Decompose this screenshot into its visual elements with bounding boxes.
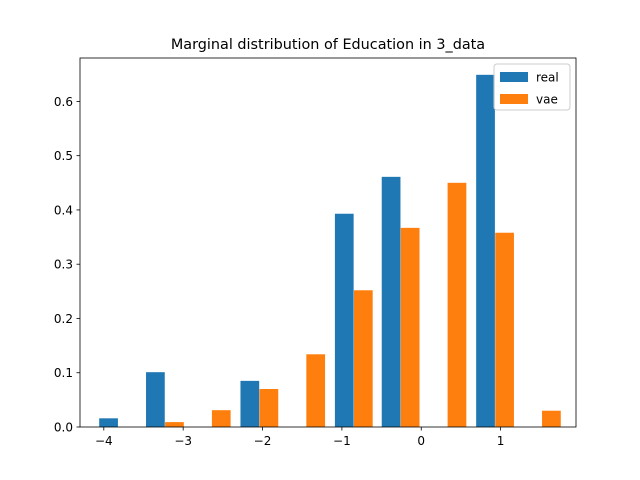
bar-real-4 (381, 176, 401, 427)
y-tick-label: 0.6 (54, 95, 73, 109)
x-tick-label: 0 (417, 434, 425, 448)
y-tick-label: 0.1 (54, 366, 73, 380)
x-tick-label: 1 (497, 434, 505, 448)
bars-group (99, 74, 561, 428)
x-tick-label: −4 (95, 434, 113, 448)
bar-vae-4 (353, 290, 373, 427)
bar-real-5 (476, 74, 495, 428)
legend-swatch-vae (500, 94, 528, 104)
bar-vae-6 (447, 182, 467, 427)
x-tick-label: −2 (254, 434, 272, 448)
bar-vae-1 (211, 410, 231, 427)
bar-real-2 (240, 380, 260, 427)
y-tick-label: 0.2 (54, 312, 73, 326)
bar-real-3 (334, 213, 354, 427)
chart-title: Marginal distribution of Education in 3_… (171, 37, 485, 53)
y-tick-label: 0.4 (54, 203, 73, 217)
plot-frame (79, 57, 577, 428)
legend-label-real: real (536, 71, 559, 85)
bar-vae-5 (400, 227, 420, 427)
x-tick-label: −1 (333, 434, 351, 448)
bar-vae-7 (495, 232, 514, 427)
bar-vae-2 (259, 389, 279, 427)
y-tick-label: 0.5 (54, 149, 73, 163)
bar-vae-0 (165, 422, 184, 427)
legend-label-vae: vae (536, 93, 558, 107)
x-tick-label: −3 (174, 434, 192, 448)
legend-swatch-real (500, 72, 528, 82)
bar-real-0 (99, 418, 118, 427)
y-tick-label: 0.3 (54, 258, 73, 272)
y-tick-label: 0.0 (54, 421, 73, 435)
axes-group: −4 −3 −2 −1 0 1 0.0 0.1 0.2 0.3 0.4 0.5 0.6 (54, 57, 577, 448)
bar-real-1 (146, 372, 165, 427)
bar-vae-3 (306, 354, 326, 427)
bar-vae-8 (542, 410, 561, 427)
legend: real vae (493, 63, 571, 111)
